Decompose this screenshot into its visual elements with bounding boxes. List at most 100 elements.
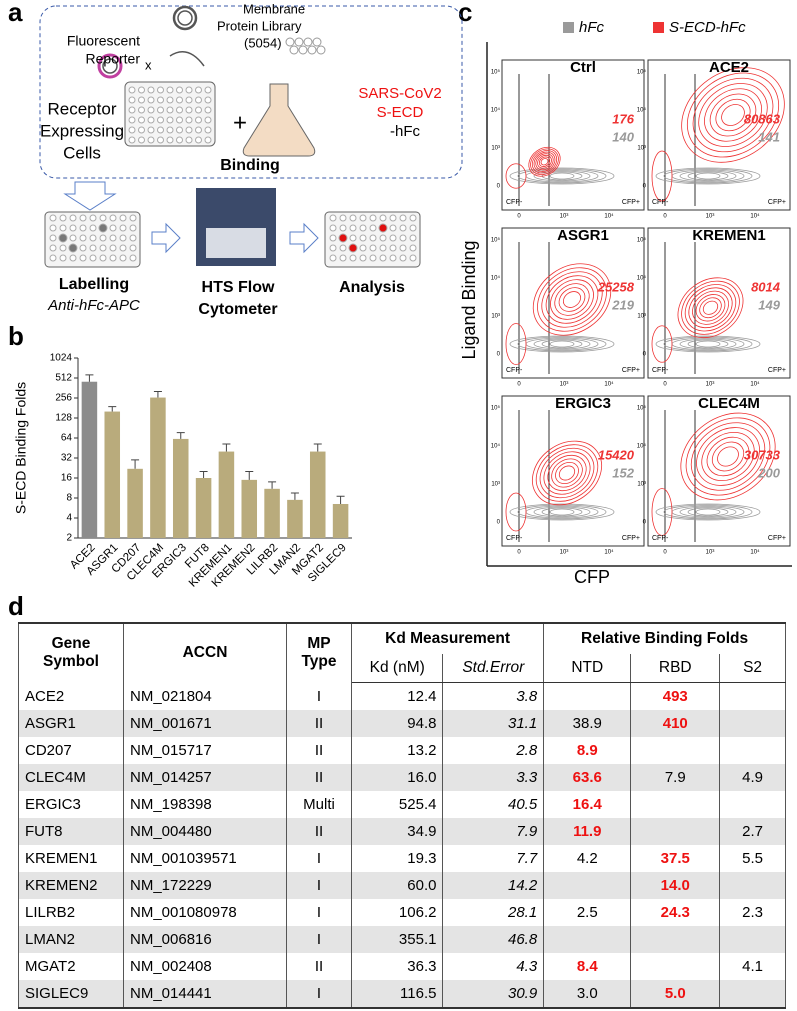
- well: [79, 234, 87, 242]
- legend-swatch: [653, 22, 664, 33]
- well: [349, 214, 357, 222]
- contour: [541, 339, 583, 349]
- text: Expressing: [40, 121, 124, 140]
- well: [89, 234, 97, 242]
- legend-label: S-ECD-hFc: [669, 19, 746, 36]
- axis-label: Ligand Binding: [459, 240, 479, 359]
- table-cell: 4.9: [719, 764, 786, 791]
- table-cell: FUT8: [18, 818, 124, 845]
- y-tick-label: 128: [55, 413, 72, 424]
- well: [359, 254, 367, 262]
- well: [378, 223, 388, 233]
- panel-c: hFc S-ECD-hFc Ligand Binding CFP Ctrl 176 140 C…: [459, 19, 792, 587]
- table-cell: 24.3: [630, 899, 721, 926]
- contour: [538, 156, 551, 167]
- table-cell: [630, 818, 721, 845]
- table-cell: 116.5: [350, 980, 444, 1009]
- contour: [533, 338, 591, 350]
- contour: [517, 168, 607, 184]
- well: [98, 223, 108, 233]
- well: [69, 214, 77, 222]
- well: [166, 136, 174, 144]
- well: [138, 96, 145, 104]
- tick-label: 10⁵: [637, 69, 647, 76]
- well: [138, 106, 145, 114]
- contour: [687, 339, 729, 349]
- table-cell: LMAN2: [18, 926, 124, 953]
- table-cell: NM_198398: [123, 791, 287, 818]
- well: [99, 254, 107, 262]
- well: [49, 224, 57, 232]
- well: [185, 106, 193, 114]
- header: NTD: [543, 654, 632, 683]
- well: [128, 136, 136, 144]
- value-label: 140: [612, 129, 634, 144]
- well: [119, 214, 127, 222]
- tick-label: 10³: [560, 382, 569, 388]
- table-row: SIGLEC9 NM_014441 I 116.5 30.9 3.0 5.0: [18, 980, 786, 1009]
- well: [389, 244, 397, 252]
- contour: [706, 436, 750, 477]
- table-cell: 16.4: [543, 791, 632, 818]
- well: [89, 224, 97, 232]
- table-cell: [719, 710, 786, 737]
- table-cell: 2.8: [442, 737, 545, 764]
- text: Labelling: [59, 276, 129, 293]
- well: [166, 86, 174, 94]
- contour: [690, 422, 766, 491]
- y-tick-label: 32: [61, 453, 73, 464]
- tick-label: 0: [517, 550, 521, 556]
- table-cell: [543, 872, 632, 899]
- table-row: ASGR1 NM_001671 II 94.8 31.1 38.9 410: [18, 710, 786, 737]
- error-bar: [131, 459, 140, 469]
- y-tick-label: 16: [61, 473, 73, 484]
- table-cell: NM_172229: [123, 872, 287, 899]
- well: [389, 234, 397, 242]
- contour: [680, 412, 776, 501]
- gate-label: CFP+: [768, 199, 786, 206]
- contour: [679, 170, 737, 182]
- well: [58, 233, 68, 243]
- table-cell: II: [286, 764, 352, 791]
- plot-title: ACE2: [709, 59, 749, 76]
- table-row: ACE2 NM_021804 I 12.4 3.8 493: [18, 682, 786, 710]
- plot-title: KREMEN1: [692, 227, 765, 244]
- well: [399, 244, 407, 252]
- contour: [677, 277, 744, 339]
- well: [195, 126, 202, 134]
- decoration: [312, 37, 322, 47]
- well: [99, 214, 107, 222]
- table-row: FUT8 NM_004480 II 34.9 7.9 11.9 2.7: [18, 818, 786, 845]
- bar: [332, 503, 349, 538]
- well: [409, 214, 417, 222]
- well: [185, 96, 193, 104]
- text: HTS Flow: [202, 279, 275, 296]
- well: [99, 234, 107, 242]
- contour: [539, 447, 595, 499]
- gate-label: CFP-: [506, 367, 523, 374]
- well: [176, 136, 183, 144]
- table-cell: I: [286, 980, 352, 1009]
- panel-b: 2 4 8 16 32 64 128 256 512 1024 S-ECD Binding Fold…: [13, 353, 352, 590]
- table-cell: NM_001039571: [123, 845, 287, 872]
- value-label: 152: [612, 465, 634, 480]
- well: [166, 106, 174, 114]
- table-cell: 4.2: [543, 845, 632, 872]
- header: Kd Measurement: [350, 622, 545, 654]
- contour: [541, 507, 583, 517]
- tick-label: 10⁴: [637, 107, 647, 114]
- contour: [721, 104, 745, 126]
- arrow: [169, 51, 205, 67]
- tick-label: 0: [663, 214, 667, 220]
- error-bar: [290, 492, 299, 500]
- well: [185, 136, 193, 144]
- table-cell: KREMEN1: [18, 845, 124, 872]
- well: [369, 214, 377, 222]
- table-cell: 13.2: [350, 737, 444, 764]
- contour: [541, 271, 603, 328]
- text: (5054): [244, 35, 282, 50]
- decoration: [298, 45, 308, 55]
- well: [389, 224, 397, 232]
- tick-label: 0: [663, 550, 667, 556]
- well: [359, 244, 367, 252]
